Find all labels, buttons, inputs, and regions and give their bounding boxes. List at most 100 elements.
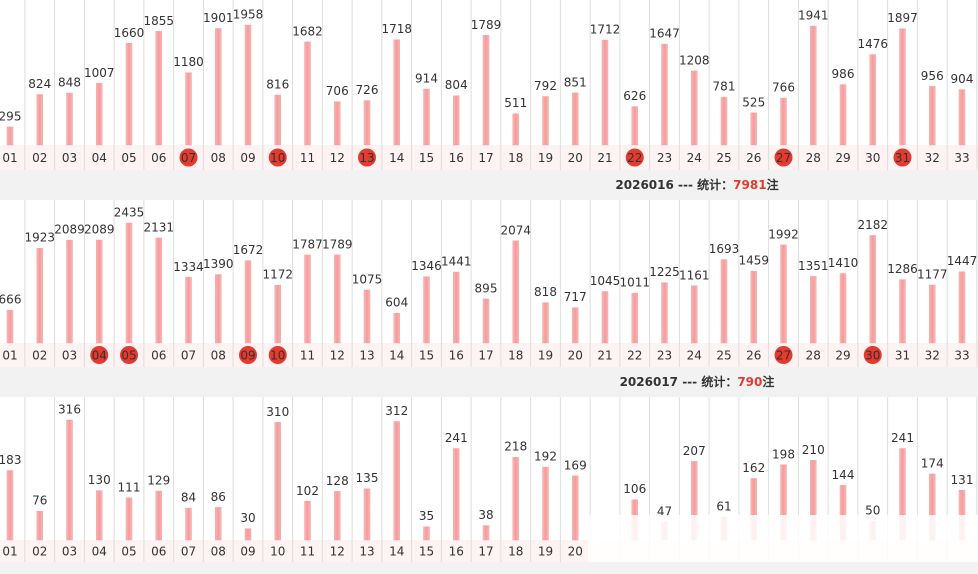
category-label: 11: [300, 545, 315, 559]
bar: [572, 92, 579, 146]
summary-unit: 注: [767, 177, 779, 192]
bar: [720, 96, 728, 146]
value-label: 1161: [679, 268, 710, 282]
category-label: 33: [954, 349, 969, 363]
bar: [780, 97, 787, 146]
bar: [453, 448, 460, 541]
bar: [155, 490, 162, 541]
category-label: 33: [954, 151, 969, 165]
value-label: 666: [0, 293, 21, 307]
value-label: 626: [623, 89, 646, 103]
value-label: 131: [951, 473, 974, 487]
value-label: 1660: [114, 26, 145, 40]
bar: [453, 271, 460, 344]
value-label: 804: [445, 78, 468, 92]
bar: [304, 501, 311, 541]
category-label: 13: [359, 349, 374, 363]
bar: [304, 41, 311, 146]
bar: [512, 240, 519, 344]
highlight-ball: [179, 148, 198, 167]
value-label: 1787: [292, 237, 323, 251]
value-label: 2074: [500, 223, 531, 237]
bar: [363, 100, 371, 146]
value-label: 183: [0, 453, 21, 467]
bar: [661, 282, 668, 344]
category-label: 14: [389, 151, 404, 165]
bar: [839, 84, 847, 146]
category-label: 18: [508, 545, 523, 559]
bar: [899, 28, 906, 146]
category-label: 15: [419, 349, 434, 363]
category-label: 06: [151, 545, 166, 559]
bar: [6, 126, 14, 146]
bar: [482, 525, 490, 541]
value-label: 1007: [84, 66, 115, 80]
highlight-ball: [774, 346, 793, 364]
value-label: 1172: [262, 268, 293, 282]
category-label: 30: [865, 349, 880, 363]
category-label: 23: [657, 349, 672, 363]
category-label: 08: [211, 349, 226, 363]
value-label: 162: [742, 461, 765, 475]
bar: [334, 491, 341, 541]
value-label: 1718: [381, 22, 412, 36]
value-label: 816: [266, 77, 289, 91]
category-label: 10: [270, 545, 285, 559]
category-label: 11: [300, 151, 315, 165]
bar: [958, 271, 966, 344]
value-label: 1177: [917, 267, 948, 281]
value-label: 706: [326, 84, 349, 98]
value-label: 50: [865, 504, 880, 518]
category-label: 28: [806, 151, 821, 165]
value-label: 1286: [887, 262, 918, 276]
value-label: 1682: [292, 24, 323, 38]
category-label: 02: [32, 349, 47, 363]
value-label: 1225: [649, 265, 680, 279]
value-label: 111: [118, 480, 141, 494]
value-label: 986: [832, 67, 855, 81]
category-label: 27: [776, 349, 791, 363]
category-label: 17: [478, 151, 493, 165]
category-label: 05: [121, 545, 136, 559]
value-label: 604: [385, 296, 408, 310]
value-label: 766: [772, 81, 795, 95]
bar: [750, 270, 757, 344]
category-label: 14: [389, 349, 404, 363]
value-label: 198: [772, 447, 795, 461]
category-label: 10: [270, 151, 285, 165]
bar: [215, 28, 222, 146]
value-label: 1459: [738, 254, 769, 268]
category-label: 03: [62, 349, 77, 363]
category-label: 04: [92, 349, 107, 363]
highlight-ball: [90, 346, 109, 364]
value-label: 102: [296, 484, 319, 498]
value-label: 824: [28, 77, 51, 91]
bar: [423, 88, 430, 146]
bar: [869, 235, 876, 344]
bar: [274, 94, 281, 146]
highlight-ball: [268, 148, 287, 167]
category-label: 09: [240, 151, 255, 165]
bar: [631, 106, 638, 146]
summary-count: 790: [737, 375, 762, 389]
bar: [780, 244, 787, 344]
value-label: 2182: [857, 218, 888, 232]
bar: [96, 239, 103, 344]
category-label: 25: [716, 349, 731, 363]
value-label: 144: [832, 468, 855, 482]
bar: [899, 279, 906, 344]
bar: [482, 298, 490, 344]
value-label: 1693: [709, 242, 740, 256]
value-label: 1647: [649, 27, 680, 41]
value-label: 61: [716, 499, 731, 513]
bar: [363, 289, 371, 344]
bar: [423, 526, 430, 541]
category-label: 21: [597, 349, 612, 363]
separator-band: [0, 170, 978, 200]
category-label: 24: [687, 349, 702, 363]
summary-count: 7981: [733, 178, 766, 192]
category-label: 06: [151, 151, 166, 165]
bar: [393, 39, 400, 146]
category-label: 28: [806, 349, 821, 363]
value-label: 511: [504, 96, 527, 110]
